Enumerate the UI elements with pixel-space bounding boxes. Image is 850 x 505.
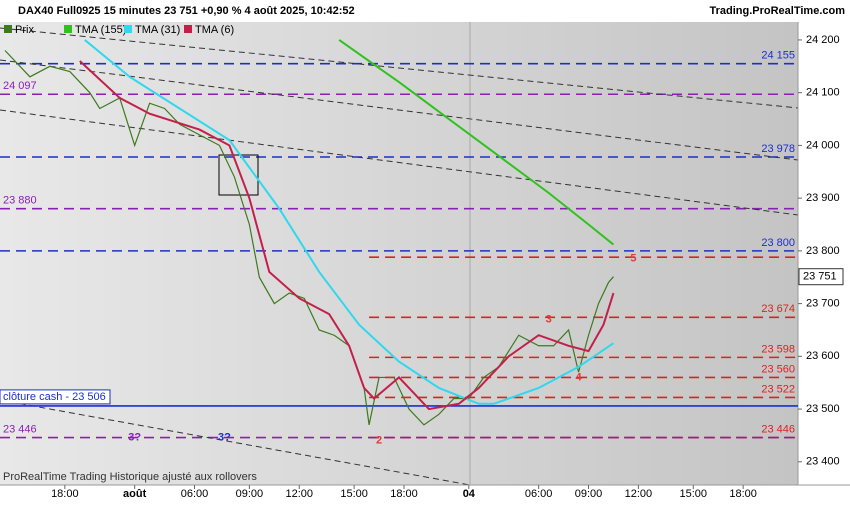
x-tick-label: 18:00 [390, 488, 418, 500]
y-tick-label: 24 200 [806, 34, 840, 46]
chart-title: DAX40 Full0925 15 minutes 23 751 +0,90 %… [18, 5, 355, 17]
y-tick-label: 23 400 [806, 456, 840, 468]
highlight-box [218, 154, 259, 196]
x-tick-label: 18:00 [729, 488, 757, 500]
series-line [84, 39, 615, 405]
y-tick-label: 24 000 [806, 139, 840, 151]
source: Trading.ProRealTime.com [709, 5, 845, 17]
footer: ProRealTime Trading Historique ajusté au… [3, 471, 257, 483]
level-label: 23 674 [761, 303, 795, 315]
level-label: 23 598 [761, 343, 795, 355]
level-label: 23 522 [761, 383, 795, 395]
x-tick-label: 18:00 [51, 488, 79, 500]
x-tick-label: 15:00 [340, 488, 368, 500]
level-label: 23 800 [761, 237, 795, 249]
annotation: 3? [218, 431, 231, 443]
annotation: 3? [128, 431, 141, 443]
x-tick-label: 09:00 [236, 488, 264, 500]
x-tick-label: 12:00 [285, 488, 313, 500]
legend-label: TMA (155) [75, 24, 126, 36]
legend-label: TMA (31) [135, 24, 180, 36]
x-tick-label: août [123, 488, 147, 500]
y-tick-label: 23 600 [806, 350, 840, 362]
level-label: 23 446 [761, 423, 795, 435]
legend-swatch [4, 25, 12, 33]
level-label: 24 097 [3, 80, 37, 92]
level-label: 23 560 [761, 363, 795, 375]
last-price-box [798, 268, 844, 286]
legend-swatch [64, 25, 72, 33]
x-tick-label: 04 [463, 488, 476, 500]
trendlines [0, 27, 799, 486]
annotation: 5 [630, 253, 636, 265]
legend-label: TMA (6) [195, 24, 234, 36]
level-label: 23 880 [3, 195, 37, 207]
close-label-box [0, 389, 111, 405]
header [0, 0, 850, 22]
y-tick-label: 23 500 [806, 403, 840, 415]
series-line [79, 60, 615, 411]
level-label: 23 978 [761, 143, 795, 155]
last-price-label: 23 751 [803, 271, 837, 283]
plot-area [0, 22, 798, 485]
legend-label: Prix [15, 24, 34, 36]
y-axis-area [798, 22, 850, 485]
series-line [4, 50, 614, 426]
level-label: 24 155 [761, 50, 795, 62]
annotation: 4 [575, 371, 582, 383]
y-tick-label: 23 900 [806, 192, 840, 204]
x-tick-label: 12:00 [625, 488, 653, 500]
x-tick-label: 06:00 [181, 488, 209, 500]
x-tick-label: 06:00 [525, 488, 553, 500]
y-tick-label: 23 800 [806, 245, 840, 257]
legend-swatch [184, 25, 192, 33]
annotation: 3 [546, 313, 552, 325]
y-tick-label: 23 700 [806, 298, 840, 310]
annotation: 2 [376, 435, 382, 447]
x-tick-label: 15:00 [679, 488, 707, 500]
close-label: clôture cash - 23 506 [3, 391, 106, 403]
series-line [338, 39, 615, 246]
y-tick-label: 24 100 [806, 87, 840, 99]
legend-swatch [124, 25, 132, 33]
x-tick-label: 09:00 [575, 488, 603, 500]
level-label: 23 446 [3, 423, 37, 435]
